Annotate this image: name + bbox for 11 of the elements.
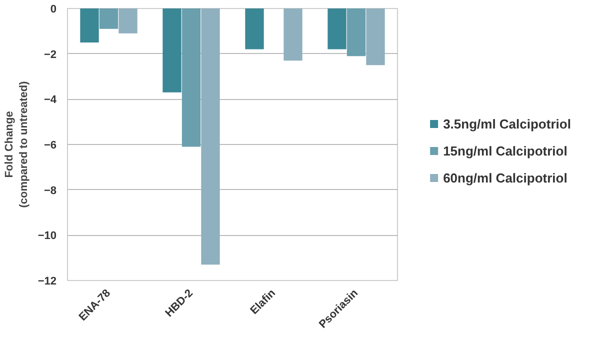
y-tick-label: −10 <box>38 230 57 242</box>
legend-label: 3.5ng/ml Calcipotriol <box>443 116 571 131</box>
y-tick-label: −4 <box>44 94 58 106</box>
y-tick-label: −2 <box>44 48 57 61</box>
y-axis-title: Fold Change (compared to untreated) <box>3 80 30 208</box>
y-tick-label: −6 <box>44 140 57 152</box>
y-tick-label: −8 <box>44 184 57 197</box>
y-tick-label: 0 <box>50 4 57 16</box>
legend-label: 60ng/ml Calcipotriol <box>443 170 568 185</box>
legend-label: 15ng/ml Calcipotriol <box>443 143 568 158</box>
y-tick-label: −12 <box>38 276 57 288</box>
